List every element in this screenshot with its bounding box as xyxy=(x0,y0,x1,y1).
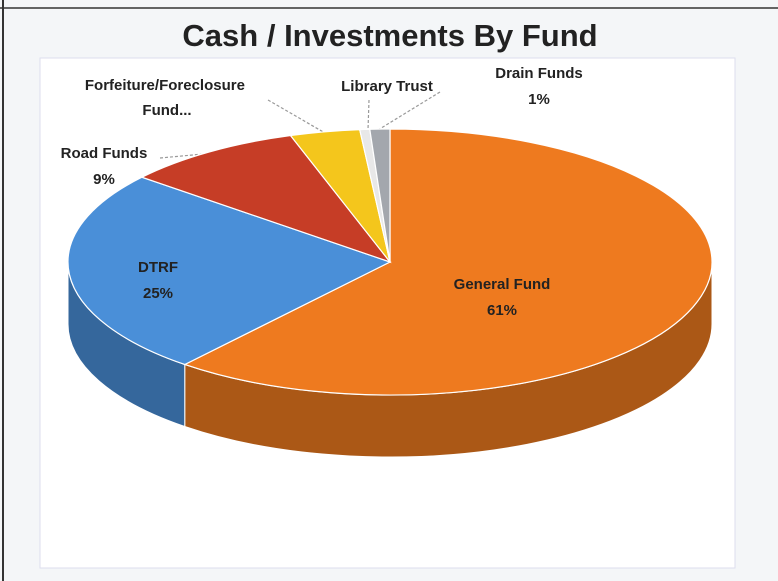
slice xyxy=(369,128,391,263)
leader-line xyxy=(377,91,441,131)
chart-title: Cash / Investments By Fund xyxy=(182,18,597,53)
data-label-name: General Fund xyxy=(454,276,551,293)
leader-lines xyxy=(159,91,441,159)
data-label-name: Library Trust xyxy=(341,78,433,95)
data-label-name: Drain Funds xyxy=(495,65,583,82)
slice xyxy=(67,176,392,366)
data-label-value: 9% xyxy=(93,171,115,188)
data-label-name: DTRF xyxy=(138,259,178,276)
leader-line xyxy=(159,151,226,159)
data-label-name: Forfeiture/Foreclosure Fund... xyxy=(85,77,249,119)
leader-line xyxy=(367,99,370,131)
data-label-value: 25% xyxy=(143,285,173,302)
slice xyxy=(183,128,713,396)
data-label-value: 1% xyxy=(528,91,550,108)
leader-line xyxy=(267,99,326,134)
data-label-name: Road Funds xyxy=(61,145,148,162)
data-label-value: 61% xyxy=(487,302,517,319)
slice xyxy=(140,134,392,264)
slice-tops xyxy=(67,128,713,396)
